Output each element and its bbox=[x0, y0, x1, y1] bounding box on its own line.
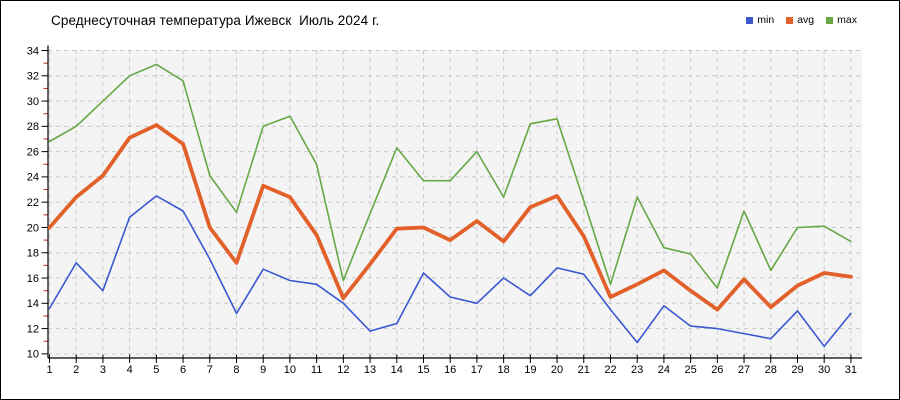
x-tick-label: 19 bbox=[524, 364, 536, 376]
x-tick-label: 10 bbox=[284, 364, 296, 376]
x-tick-label: 5 bbox=[153, 364, 159, 376]
x-tick-label: 14 bbox=[391, 364, 403, 376]
x-tick-label: 9 bbox=[260, 364, 266, 376]
x-tick-label: 16 bbox=[444, 364, 456, 376]
x-tick-label: 17 bbox=[471, 364, 483, 376]
min-series-swatch-icon bbox=[746, 16, 754, 24]
plot-area bbox=[48, 50, 862, 358]
legend-label-max: max bbox=[837, 14, 857, 26]
x-tick-label: 8 bbox=[233, 364, 239, 376]
x-tick-label: 23 bbox=[631, 364, 643, 376]
y-tick-label: 24 bbox=[27, 172, 39, 184]
legend-item-min: min bbox=[746, 14, 774, 26]
x-tick-label: 11 bbox=[311, 364, 322, 376]
x-tick-label: 18 bbox=[497, 364, 509, 376]
y-tick-label: 10 bbox=[27, 349, 39, 361]
y-tick-label: 28 bbox=[27, 121, 39, 133]
gridlines bbox=[48, 50, 861, 358]
y-tick-label: 34 bbox=[27, 45, 39, 57]
x-tick-label: 21 bbox=[578, 364, 590, 376]
x-tick-label: 6 bbox=[180, 364, 186, 376]
chart-title: Среднесуточная температура Ижевск Июль 2… bbox=[51, 13, 380, 28]
y-tick-label: 14 bbox=[27, 298, 39, 310]
x-tick-label: 31 bbox=[845, 364, 857, 376]
x-tick-label: 1 bbox=[46, 364, 52, 376]
x-tick-label: 26 bbox=[711, 364, 723, 376]
y-tick-label: 26 bbox=[27, 146, 39, 158]
x-tick-label: 2 bbox=[73, 364, 79, 376]
x-tick-label: 3 bbox=[100, 364, 106, 376]
x-tick-label: 28 bbox=[765, 364, 777, 376]
max-series-swatch-icon bbox=[826, 16, 834, 24]
y-tick-label: 30 bbox=[27, 96, 39, 108]
x-tick-label: 27 bbox=[738, 364, 750, 376]
legend: min avg max bbox=[746, 14, 857, 26]
x-tick-label: 15 bbox=[417, 364, 429, 376]
legend-label-avg: avg bbox=[797, 14, 815, 26]
x-tick-label: 25 bbox=[684, 364, 696, 376]
x-tick-label: 30 bbox=[818, 364, 830, 376]
legend-item-avg: avg bbox=[786, 14, 814, 26]
max-series-line bbox=[48, 63, 852, 289]
y-tick-label: 32 bbox=[27, 71, 39, 83]
y-tick-label: 16 bbox=[27, 273, 39, 285]
x-tick-label: 12 bbox=[337, 364, 349, 376]
y-tick-label: 20 bbox=[27, 222, 39, 234]
x-tick-label: 29 bbox=[791, 364, 803, 376]
x-tick-label: 7 bbox=[207, 364, 213, 376]
legend-item-max: max bbox=[826, 14, 857, 26]
avg-series-swatch-icon bbox=[786, 16, 794, 24]
x-tick-label: 24 bbox=[658, 364, 670, 376]
y-tick-label: 18 bbox=[27, 248, 39, 260]
x-tick-label: 13 bbox=[364, 364, 376, 376]
x-tick-label: 22 bbox=[604, 364, 616, 376]
avg-series-line bbox=[47, 123, 853, 312]
min-series-line bbox=[48, 195, 852, 348]
x-tick-label: 20 bbox=[551, 364, 563, 376]
legend-label-min: min bbox=[757, 14, 775, 26]
x-tick-label: 4 bbox=[127, 364, 133, 376]
y-tick-label: 22 bbox=[27, 197, 39, 209]
y-tick-label: 12 bbox=[27, 323, 39, 335]
axis-ticks bbox=[41, 50, 852, 363]
